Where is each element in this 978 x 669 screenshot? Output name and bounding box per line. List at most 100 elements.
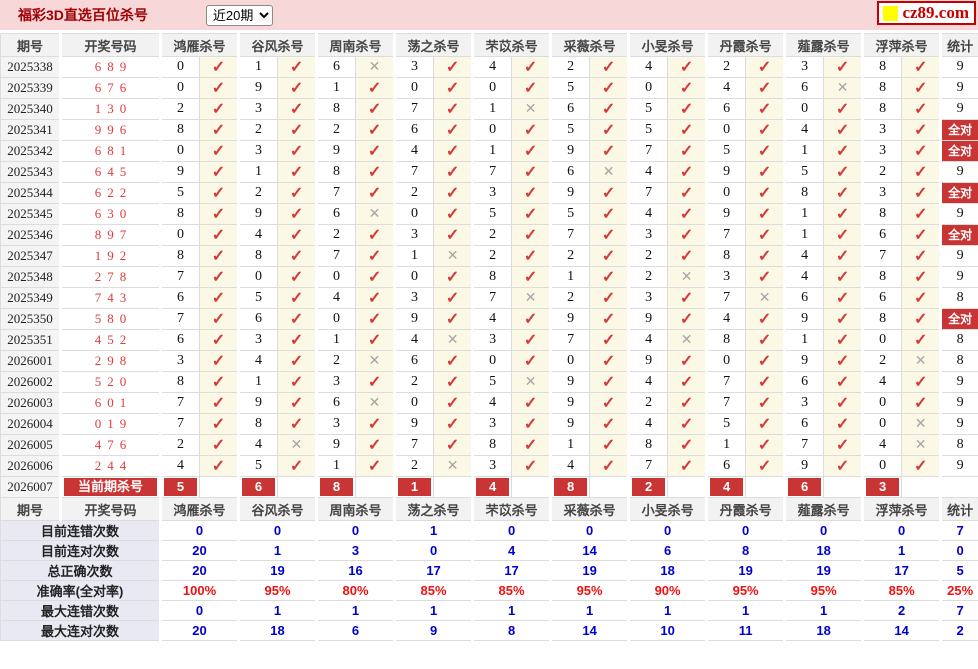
mark-cell: ✓ xyxy=(511,203,552,225)
kill-number-cell: 5 xyxy=(471,371,513,393)
period-cell: 2025346 xyxy=(0,224,61,246)
mark-cell: ✓ xyxy=(198,182,240,204)
kill-number-cell: 3 xyxy=(393,224,435,246)
mark-cell: ✓ xyxy=(667,140,708,162)
summary-value-cell: 16 xyxy=(315,560,396,581)
check-icon: ✓ xyxy=(601,101,616,118)
mark-cell: ✓ xyxy=(901,245,942,267)
table-row: 2026002 520 8 ✓ 1 ✓ 3 ✓ 2 ✓ 5 ✕ 9 ✓ 4 ✓ 7 ✓ 6 ✓ 4 ✓ 9 xyxy=(0,371,978,393)
mark-cell: ✓ xyxy=(745,455,786,477)
mark-cell: ✓ xyxy=(745,77,786,99)
check-icon: ✓ xyxy=(445,395,460,412)
summary-row: 目前连对次数 20 1 3 0 4 14 6 8 18 1 0 xyxy=(0,540,978,561)
mark-cell: ✓ xyxy=(198,287,240,309)
check-icon: ✓ xyxy=(757,437,772,454)
kill-number-cell: 7 xyxy=(159,413,200,435)
kill-number-cell: 7 xyxy=(549,329,591,351)
kill-number-cell: 7 xyxy=(627,182,669,204)
stat-cell: 9 xyxy=(939,371,978,393)
check-icon: ✓ xyxy=(289,353,304,370)
period-cell: 2025339 xyxy=(0,77,61,99)
cross-icon: ✕ xyxy=(602,163,615,179)
empty-mark-cell xyxy=(745,476,786,498)
check-icon: ✓ xyxy=(523,332,538,349)
check-icon: ✓ xyxy=(523,164,538,181)
mark-cell: ✓ xyxy=(589,434,630,456)
kill-number-cell: 3 xyxy=(471,413,513,435)
summary-label-cell: 最大连对次数 xyxy=(0,620,161,641)
column-header-period: 期号 xyxy=(0,33,61,57)
mark-cell: ✓ xyxy=(901,371,942,393)
summary-value-cell: 1 xyxy=(471,600,552,621)
check-icon: ✓ xyxy=(601,290,616,307)
check-icon: ✓ xyxy=(289,164,304,181)
mark-cell: ✓ xyxy=(355,413,396,435)
mark-cell: ✕ xyxy=(433,329,474,351)
check-icon: ✓ xyxy=(211,311,226,328)
summary-row: 准确率(全对率) 100% 95% 80% 85% 85% 95% 90% 95% 95% 85% 2… xyxy=(0,580,978,601)
check-icon: ✓ xyxy=(367,374,382,391)
check-icon: ✓ xyxy=(679,101,694,118)
check-icon: ✓ xyxy=(835,227,850,244)
check-icon: ✓ xyxy=(601,143,616,160)
kill-number-cell: 0 xyxy=(861,392,903,414)
kill-number-cell: 0 xyxy=(315,308,357,330)
check-icon: ✓ xyxy=(757,164,772,181)
check-icon: ✓ xyxy=(835,290,850,307)
summary-value-cell: 95% xyxy=(549,580,630,601)
table-row: 2025348 278 7 ✓ 0 ✓ 0 ✓ 0 ✓ 8 ✓ 1 ✓ 2 ✕ 3 ✓ 4 ✓ 8 ✓ 9 xyxy=(0,266,978,288)
summary-label-cell: 准确率(全对率) xyxy=(0,580,161,601)
current-kill-number-badge: 4 xyxy=(476,478,510,496)
range-select[interactable]: 近20期 xyxy=(205,4,273,26)
kill-number-cell: 7 xyxy=(549,224,591,246)
check-icon: ✓ xyxy=(679,59,694,76)
check-icon: ✓ xyxy=(289,227,304,244)
cross-icon: ✕ xyxy=(680,331,693,347)
kill-number-cell: 9 xyxy=(627,350,669,372)
summary-value-cell: 19 xyxy=(237,560,318,581)
kill-number-cell: 8 xyxy=(705,245,747,267)
mark-cell: ✓ xyxy=(511,77,552,99)
check-icon: ✓ xyxy=(445,80,460,97)
stat-cell: 9 xyxy=(939,203,978,225)
table-row: 2025339 676 0 ✓ 9 ✓ 1 ✓ 0 ✓ 0 ✓ 5 ✓ 0 ✓ 4 ✓ 6 ✕ 8 ✓ 9 xyxy=(0,77,978,99)
mark-cell: ✓ xyxy=(511,329,552,351)
mark-cell: ✓ xyxy=(511,224,552,246)
summary-value-cell: 95% xyxy=(705,580,786,601)
mark-cell: ✓ xyxy=(745,434,786,456)
mark-cell: ✓ xyxy=(198,56,240,78)
check-icon: ✓ xyxy=(757,59,772,76)
summary-value-cell: 8 xyxy=(705,540,786,561)
check-icon: ✓ xyxy=(445,59,460,76)
mark-cell: ✓ xyxy=(198,266,240,288)
check-icon: ✓ xyxy=(679,311,694,328)
summary-stat-cell: 5 xyxy=(939,560,978,581)
stat-cell: 9 xyxy=(939,56,978,78)
kill-number-cell: 0 xyxy=(393,266,435,288)
check-icon: ✓ xyxy=(367,122,382,139)
mark-cell: ✓ xyxy=(667,56,708,78)
kill-number-cell: 6 xyxy=(393,350,435,372)
kill-number-cell: 4 xyxy=(627,56,669,78)
check-icon: ✓ xyxy=(211,248,226,265)
check-icon: ✓ xyxy=(757,206,772,223)
mark-cell: ✓ xyxy=(511,308,552,330)
mark-cell: ✕ xyxy=(667,266,708,288)
mark-cell: ✓ xyxy=(511,434,552,456)
mark-cell: ✓ xyxy=(745,413,786,435)
check-icon: ✓ xyxy=(367,311,382,328)
mark-cell: ✓ xyxy=(667,161,708,183)
mark-cell: ✓ xyxy=(433,98,474,120)
mark-cell: ✓ xyxy=(198,455,240,477)
cross-icon: ✕ xyxy=(368,205,381,221)
summary-value-cell: 3 xyxy=(315,540,396,561)
summary-value-cell: 6 xyxy=(627,540,708,561)
check-icon: ✓ xyxy=(211,164,226,181)
kill-number-cell: 6 xyxy=(159,329,200,351)
period-cell: 2025348 xyxy=(0,266,61,288)
check-icon: ✓ xyxy=(289,416,304,433)
check-icon: ✓ xyxy=(367,185,382,202)
mark-cell: ✓ xyxy=(589,140,630,162)
check-icon: ✓ xyxy=(835,101,850,118)
kill-number-cell: 2 xyxy=(705,56,747,78)
